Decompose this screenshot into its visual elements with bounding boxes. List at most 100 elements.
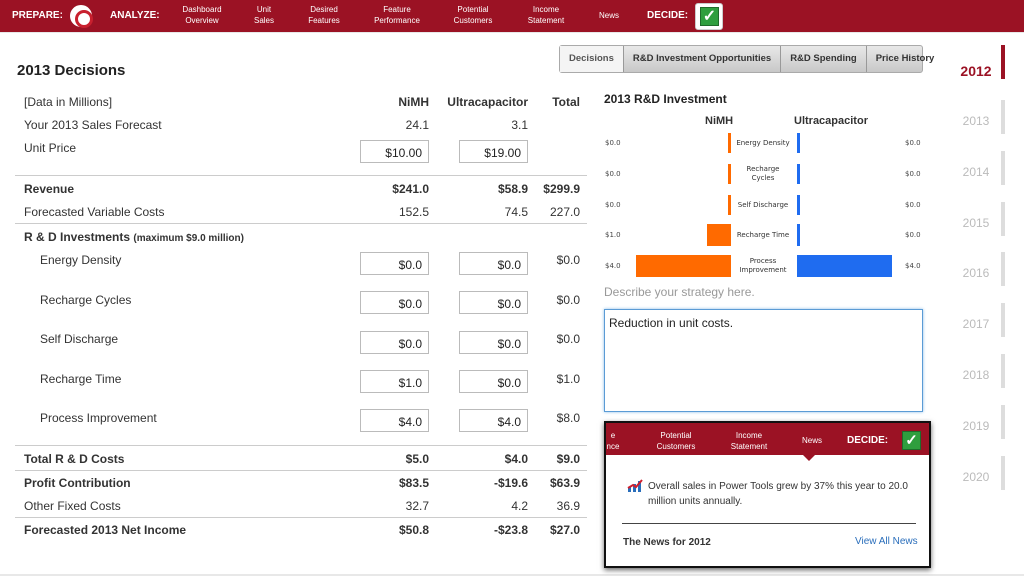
rd-recharge-time-total: $1.0	[556, 372, 580, 386]
rd-recharge-time-nimh-input[interactable]: $1.0	[360, 370, 429, 393]
rd-investments-heading: R & D Investments (maximum $9.0 million)	[24, 230, 244, 244]
divider	[15, 445, 587, 446]
tab-rd-investment-opportunities[interactable]: R&D Investment Opportunities	[622, 46, 780, 72]
year-indicator	[1001, 303, 1005, 338]
rd-energy-density-nimh-input[interactable]: $0.0	[360, 252, 429, 275]
news-item-text: Overall sales in Power Tools grew by 37%…	[648, 481, 908, 507]
year-indicator	[1001, 455, 1005, 490]
rd-process-improvement-total: $8.0	[556, 411, 580, 425]
revenue-label: Revenue	[24, 182, 75, 196]
rd-process-improvement-label: Process Improvement	[40, 411, 157, 425]
unit-price-nimh-input[interactable]: $10.00	[360, 140, 429, 163]
rd-chart-bar-nimh	[728, 163, 731, 184]
tab-decisions[interactable]: Decisions	[560, 46, 623, 72]
net-income-ultracap: -$23.8	[493, 523, 528, 537]
rd-recharge-cycles-label: Recharge Cycles	[40, 293, 132, 307]
rd-chart-bar-ultracapacitor	[797, 163, 800, 184]
nav-feature-performance[interactable]: Feature Performance	[374, 5, 420, 25]
rd-recharge-cycles-ultracap-input[interactable]: $0.0	[459, 291, 528, 314]
revenue-nimh: $241.0	[392, 182, 429, 196]
rd-chart-bar-nimh	[728, 133, 731, 153]
other-fixed-costs-total: 36.9	[556, 499, 580, 513]
year-2019[interactable]: 2019	[962, 418, 990, 433]
rd-energy-density-ultracap-input[interactable]: $0.0	[459, 252, 528, 275]
sales-forecast-ultracap: 3.1	[511, 118, 528, 132]
year-2013[interactable]: 2013	[962, 114, 990, 128]
year-2018[interactable]: 2018	[962, 368, 990, 382]
var-costs-ultracap: 74.5	[504, 205, 528, 219]
nav-news[interactable]: News	[598, 11, 619, 20]
year-indicator	[1001, 201, 1005, 236]
nav-potential-customers[interactable]: Potential Customers	[453, 5, 493, 25]
rd-chart-bar-ultracapacitor	[797, 255, 892, 278]
year-2015[interactable]: 2015	[962, 215, 990, 230]
rd-energy-density-label: Energy Density	[40, 253, 122, 267]
other-fixed-costs-nimh: 32.7	[405, 499, 429, 513]
strategy-label: Describe your strategy here.	[604, 285, 755, 299]
year-2016[interactable]: 2016	[962, 266, 990, 281]
news-popup: e nce Potential Customers Income Statement …	[604, 421, 931, 568]
news-pointer-arrow	[802, 454, 816, 461]
decide-check-button[interactable]: ✓	[695, 3, 723, 30]
rd-chart-category-label: Energy Density	[736, 139, 790, 147]
rd-process-improvement-nimh-input[interactable]: $4.0	[360, 409, 429, 432]
rd-chart-right-value: $0.0	[905, 169, 921, 178]
year-2020[interactable]: 2020	[962, 469, 990, 484]
news-footer-title: The News for 2012	[623, 537, 711, 548]
year-2017[interactable]: 2017	[962, 317, 990, 332]
view-all-news-link[interactable]: View All News	[855, 536, 918, 547]
total-rd-label: Total R & D Costs	[24, 452, 125, 466]
rd-chart-category-label: Self Discharge	[737, 200, 789, 209]
rd-chart-left-value: $0.0	[605, 169, 621, 178]
unit-price-ultracap-input[interactable]: $19.00	[459, 140, 528, 163]
nav-desired-features[interactable]: Desired Features	[308, 5, 340, 25]
rd-recharge-cycles-total: $0.0	[556, 293, 580, 307]
rd-chart-category-label: Process Improvement	[739, 257, 787, 275]
rd-chart-right-header: Ultracapacitor	[794, 115, 868, 127]
lifebuoy-icon[interactable]	[70, 5, 93, 28]
nav-dashboard-overview[interactable]: Dashboard Overview	[182, 5, 222, 25]
rd-recharge-cycles-nimh-input[interactable]: $0.0	[360, 291, 429, 314]
unit-price-label: Unit Price	[24, 141, 77, 155]
nav-unit-sales[interactable]: Unit Sales	[253, 5, 274, 25]
popup-check-icon[interactable]: ✓	[902, 431, 921, 450]
rd-chart-bar-nimh	[707, 224, 731, 247]
other-fixed-costs-ultracap: 4.2	[511, 499, 528, 513]
rd-chart-category-label: Recharge Time	[736, 231, 790, 240]
year-indicator	[1001, 150, 1005, 185]
popup-nav-income-statement[interactable]: Income Statement	[730, 431, 768, 451]
rd-chart-left-header: NiMH	[705, 115, 734, 127]
col-header-ultracapacitor: Ultracapacitor	[447, 95, 528, 109]
popup-nav-potential-customers[interactable]: Potential Customers	[656, 431, 696, 451]
popup-nav-partial-item[interactable]: e nce	[606, 431, 620, 451]
sales-forecast-label: Your 2013 Sales Forecast	[24, 118, 162, 132]
tab-rd-spending[interactable]: R&D Spending	[780, 46, 866, 72]
popup-nav-news[interactable]: News	[801, 436, 822, 445]
total-rd-nimh: $5.0	[405, 452, 429, 466]
decide-label: DECIDE:	[647, 10, 689, 21]
rd-recharge-time-ultracap-input[interactable]: $0.0	[459, 370, 528, 393]
year-indicator-active	[1001, 45, 1005, 79]
var-costs-label: Forecasted Variable Costs	[24, 205, 165, 219]
other-fixed-costs-label: Other Fixed Costs	[24, 499, 121, 513]
prepare-label: PREPARE:	[12, 10, 63, 21]
tab-price-history[interactable]: Price History	[865, 46, 944, 72]
divider	[622, 523, 916, 524]
table-header-label: [Data in Millions]	[24, 95, 113, 109]
popup-nav-bar: e nce Potential Customers Income Statement …	[606, 423, 929, 455]
divider	[15, 223, 587, 224]
rd-self-discharge-label: Self Discharge	[40, 332, 119, 346]
profit-contribution-nimh: $83.5	[398, 476, 429, 490]
check-icon: ✓	[700, 7, 719, 26]
rd-self-discharge-ultracap-input[interactable]: $0.0	[459, 331, 528, 354]
year-2014[interactable]: 2014	[962, 164, 990, 179]
trend-chart-icon	[627, 479, 643, 492]
profit-contribution-ultracap: -$19.6	[493, 476, 528, 490]
rd-self-discharge-nimh-input[interactable]: $0.0	[360, 331, 429, 354]
strategy-textarea[interactable]	[604, 309, 923, 412]
rd-energy-density-total: $0.0	[556, 253, 580, 267]
year-2012-active[interactable]: 2012	[960, 63, 992, 79]
nav-income-statement[interactable]: Income Statement	[527, 5, 565, 25]
rd-process-improvement-ultracap-input[interactable]: $4.0	[459, 409, 528, 432]
net-income-total: $27.0	[549, 523, 580, 537]
